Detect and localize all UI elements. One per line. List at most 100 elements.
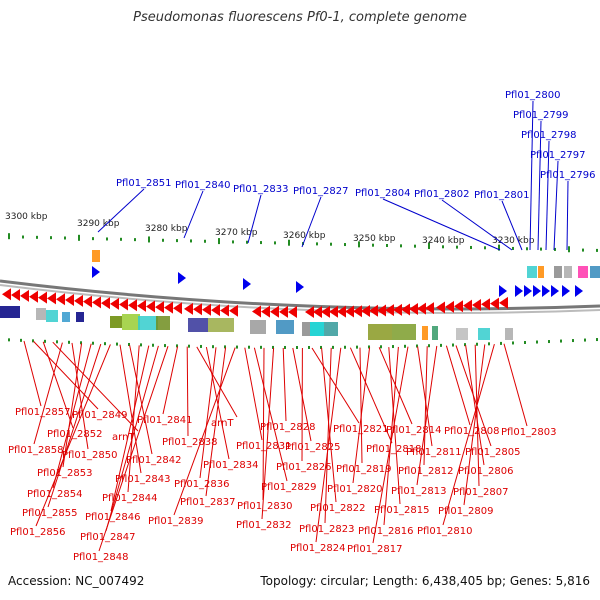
bottom-gene-link <box>253 347 288 482</box>
reverse-arrow <box>329 305 338 318</box>
scale-label: 3260 kbp <box>283 231 326 241</box>
scale-tick <box>512 246 514 250</box>
bottom-gene-link <box>173 347 236 516</box>
inner-tick <box>32 339 34 343</box>
forward-arrow <box>92 266 100 278</box>
reverse-arrow <box>463 299 472 312</box>
inner-tick <box>356 345 358 349</box>
bottom-gene-label: Pfl01_2839 <box>148 516 204 527</box>
reverse-arrow <box>110 297 119 310</box>
inner-tick <box>596 338 598 342</box>
bottom-gene-label: Pfl01_2838 <box>162 437 218 448</box>
inner-tick <box>8 338 10 342</box>
feature-box <box>122 314 140 330</box>
scale-tick <box>526 247 528 251</box>
top-gene-link <box>247 194 262 244</box>
inner-tick <box>44 339 46 343</box>
scale-tick <box>582 248 584 252</box>
scale-tick <box>288 239 290 246</box>
bottom-gene-label: Pfl01_2858 <box>8 445 64 456</box>
bottom-gene-link <box>62 343 83 468</box>
inner-tick <box>440 343 442 347</box>
bottom-gene-label: Pfl01_2828 <box>260 422 316 433</box>
bottom-gene-link <box>352 347 371 484</box>
reverse-arrow <box>11 289 20 302</box>
bottom-gene-label: Pfl01_2814 <box>386 425 442 436</box>
feature-box <box>324 322 338 336</box>
bottom-gene-links <box>23 340 528 552</box>
bottom-gene-label: Pfl01_2823 <box>299 524 355 535</box>
reverse-arrow <box>353 305 362 318</box>
bottom-gene-label: Pfl01_2807 <box>453 487 509 498</box>
bottom-gene-link <box>47 343 102 508</box>
bottom-gene-link <box>205 347 227 497</box>
feature-box <box>92 250 100 262</box>
forward-arrow <box>178 272 186 284</box>
bottom-gene-link <box>324 347 332 524</box>
inner-tick <box>236 345 238 349</box>
scale-tick <box>344 243 346 247</box>
forward-arrow <box>551 285 559 297</box>
bottom-gene-label: Pfl01_2853 <box>37 468 93 479</box>
scale-tick <box>330 242 332 246</box>
top-gene-label: Pfl01_2804 <box>355 188 411 199</box>
reverse-arrow <box>2 288 11 301</box>
reverse-arrow <box>92 296 101 309</box>
inner-tick <box>392 345 394 349</box>
inner-tick <box>140 343 142 347</box>
bottom-gene-link <box>71 342 89 450</box>
bottom-gene-label: Pfl01_2855 <box>22 508 78 519</box>
reverse-arrow <box>29 290 38 303</box>
forward-arrow <box>542 285 550 297</box>
feature-box <box>392 324 416 340</box>
inner-tick <box>164 344 166 348</box>
bottom-gene-link <box>33 342 63 445</box>
inner-tick <box>248 345 250 349</box>
scale-tick <box>134 238 136 242</box>
inner-tick <box>584 338 586 342</box>
reverse-arrow <box>385 304 394 317</box>
inner-tick <box>200 344 202 348</box>
top-gene-labels: Pfl01_2851 Pfl01_2840 Pfl01_2833 Pfl01_2827… <box>116 90 596 201</box>
reverse-arrow <box>425 302 434 315</box>
forward-gene-arrows <box>92 266 583 297</box>
forward-arrow <box>533 285 541 297</box>
bottom-gene-label: Pfl01_2817 <box>347 544 403 555</box>
top-gene-link <box>537 120 542 251</box>
reverse-arrow <box>472 298 481 311</box>
reverse-arrow <box>155 301 164 314</box>
inner-tick <box>20 338 22 342</box>
top-gene-links <box>97 100 569 251</box>
reverse-arrow <box>436 301 445 314</box>
bottom-gene-label: Pfl01_2852 <box>47 429 103 440</box>
feature-box <box>156 316 170 330</box>
bottom-gene-link <box>42 341 74 429</box>
reverse-arrow <box>137 299 146 312</box>
bottom-gene-label: Pfl01_2815 <box>374 505 430 516</box>
feature-box <box>36 308 46 320</box>
reverse-arrow <box>65 294 74 307</box>
feature-box <box>110 316 122 328</box>
bottom-gene-label: Pfl01_2809 <box>438 506 494 517</box>
inner-tick <box>56 340 58 344</box>
feature-box <box>554 266 562 278</box>
feature-box <box>432 326 438 340</box>
reverse-arrow <box>345 305 354 318</box>
bottom-gene-label: Pfl01_2818 <box>366 444 422 455</box>
scale-tick <box>106 237 108 241</box>
inner-tick <box>80 341 82 345</box>
reverse-arrow <box>337 305 346 318</box>
scale-labels: 3300 kbp 3290 kbp 3280 kbp 3270 kbp 3260 kbp… <box>5 212 535 246</box>
feature-box <box>276 320 294 334</box>
bottom-gene-label: Pfl01_2850 <box>62 450 118 461</box>
bottom-gene-link <box>110 345 150 512</box>
bottom-gene-label: Pfl01_2856 <box>10 527 66 538</box>
bottom-gene-link <box>282 347 287 422</box>
inner-tick <box>572 339 574 343</box>
bottom-gene-link <box>417 346 433 447</box>
scale-tick <box>484 246 486 250</box>
reverse-arrow <box>499 296 508 309</box>
reverse-arrow <box>313 305 322 318</box>
scale-tick <box>36 235 38 239</box>
bottom-gene-link <box>35 344 111 527</box>
